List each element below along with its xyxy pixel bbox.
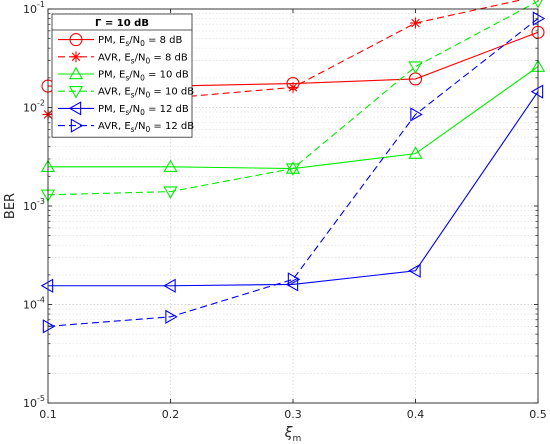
marker-triangle-down (408, 61, 423, 74)
x-axis-label: ξm (284, 425, 302, 444)
y-tick-label: 10-3 (23, 197, 45, 213)
marker-triangle-left (40, 278, 54, 293)
legend: Γ = 10 dB PM, Es/N0 = 8 dB AVR, Es/N0 = 8 … (51, 13, 194, 138)
legend-item-2: AVR, Es/N0 = 8 dB (58, 51, 188, 65)
legend-title: Γ = 10 dB (95, 18, 149, 29)
x-tick-label: 0.3 (284, 408, 302, 421)
legend-item-6: AVR, Es/N0 = 12 dB (58, 118, 194, 134)
marker-triangle-right (42, 319, 56, 334)
marker-triangle-up (68, 66, 84, 80)
marker-triangle-right (532, 11, 546, 26)
marker-triangle-right (165, 309, 178, 324)
legend-label: PM, Es/N0 = 12 dB (98, 104, 189, 117)
marker-asterisk-stroke (288, 83, 298, 92)
y-axis-label: BER (3, 193, 18, 219)
series-6 (42, 11, 546, 334)
marker-triangle-right (287, 272, 301, 287)
marker-triangle-up (285, 161, 301, 174)
series-line (47, 18, 539, 327)
series-line (47, 0, 539, 196)
marker-triangle-down (533, 0, 543, 9)
marker-triangle-left (408, 263, 421, 278)
marker-asterisk (287, 81, 299, 93)
legend-item-1: PM, Es/N0 = 8 dB (58, 33, 183, 48)
y-tick-label: 10-5 (23, 394, 45, 410)
marker-triangle-left (530, 84, 544, 99)
legend-box (51, 13, 193, 138)
y-tick-label: 10-1 (23, 0, 45, 16)
marker-triangle-down (68, 86, 84, 99)
axes: 0.1 0.2 0.3 0.4 0.5 10-1 10-2 10-3 10-4 10-5 ξm BER (3, 0, 547, 444)
marker-triangle-up (408, 146, 423, 159)
legend-item-5: PM, Es/N0 = 12 dB (58, 101, 189, 117)
x-tick-label: 0.4 (407, 408, 425, 421)
marker-asterisk-stroke (71, 52, 81, 62)
marker-asterisk (70, 51, 82, 63)
series-line (48, 91, 539, 287)
x-tick-label: 0.2 (162, 408, 180, 421)
marker-triangle-right (410, 107, 423, 122)
marker-asterisk-stroke (411, 18, 420, 28)
y-tick-label: 10-4 (23, 296, 45, 312)
x-tick-label: 0.1 (39, 408, 57, 421)
x-tick-label: 0.5 (529, 408, 547, 421)
legend-item-4: AVR, Es/N0 = 10 dB (58, 86, 194, 100)
marker-asterisk (410, 17, 421, 29)
marker-triangle-up (163, 159, 178, 173)
legend-label: AVR, Es/N0 = 10 dB (98, 87, 194, 100)
legend-label: PM, Es/N0 = 10 dB (98, 70, 189, 83)
marker-triangle-left (163, 278, 176, 293)
legend-label: AVR, Es/N0 = 12 dB (98, 121, 194, 134)
marker-triangle-down (163, 186, 178, 199)
marker-triangle-right (70, 118, 84, 133)
legend-label: AVR, Es/N0 = 8 dB (98, 52, 188, 65)
legend-label: PM, Es/N0 = 8 dB (98, 35, 183, 48)
series-5 (40, 84, 544, 293)
marker-triangle-left (68, 101, 82, 116)
legend-item-3: PM, Es/N0 = 10 dB (58, 66, 189, 83)
marker-triangle-down (285, 163, 301, 176)
y-tick-label: 10-2 (23, 99, 45, 115)
marker-triangle-left (285, 277, 299, 292)
marker-circle (69, 33, 83, 47)
